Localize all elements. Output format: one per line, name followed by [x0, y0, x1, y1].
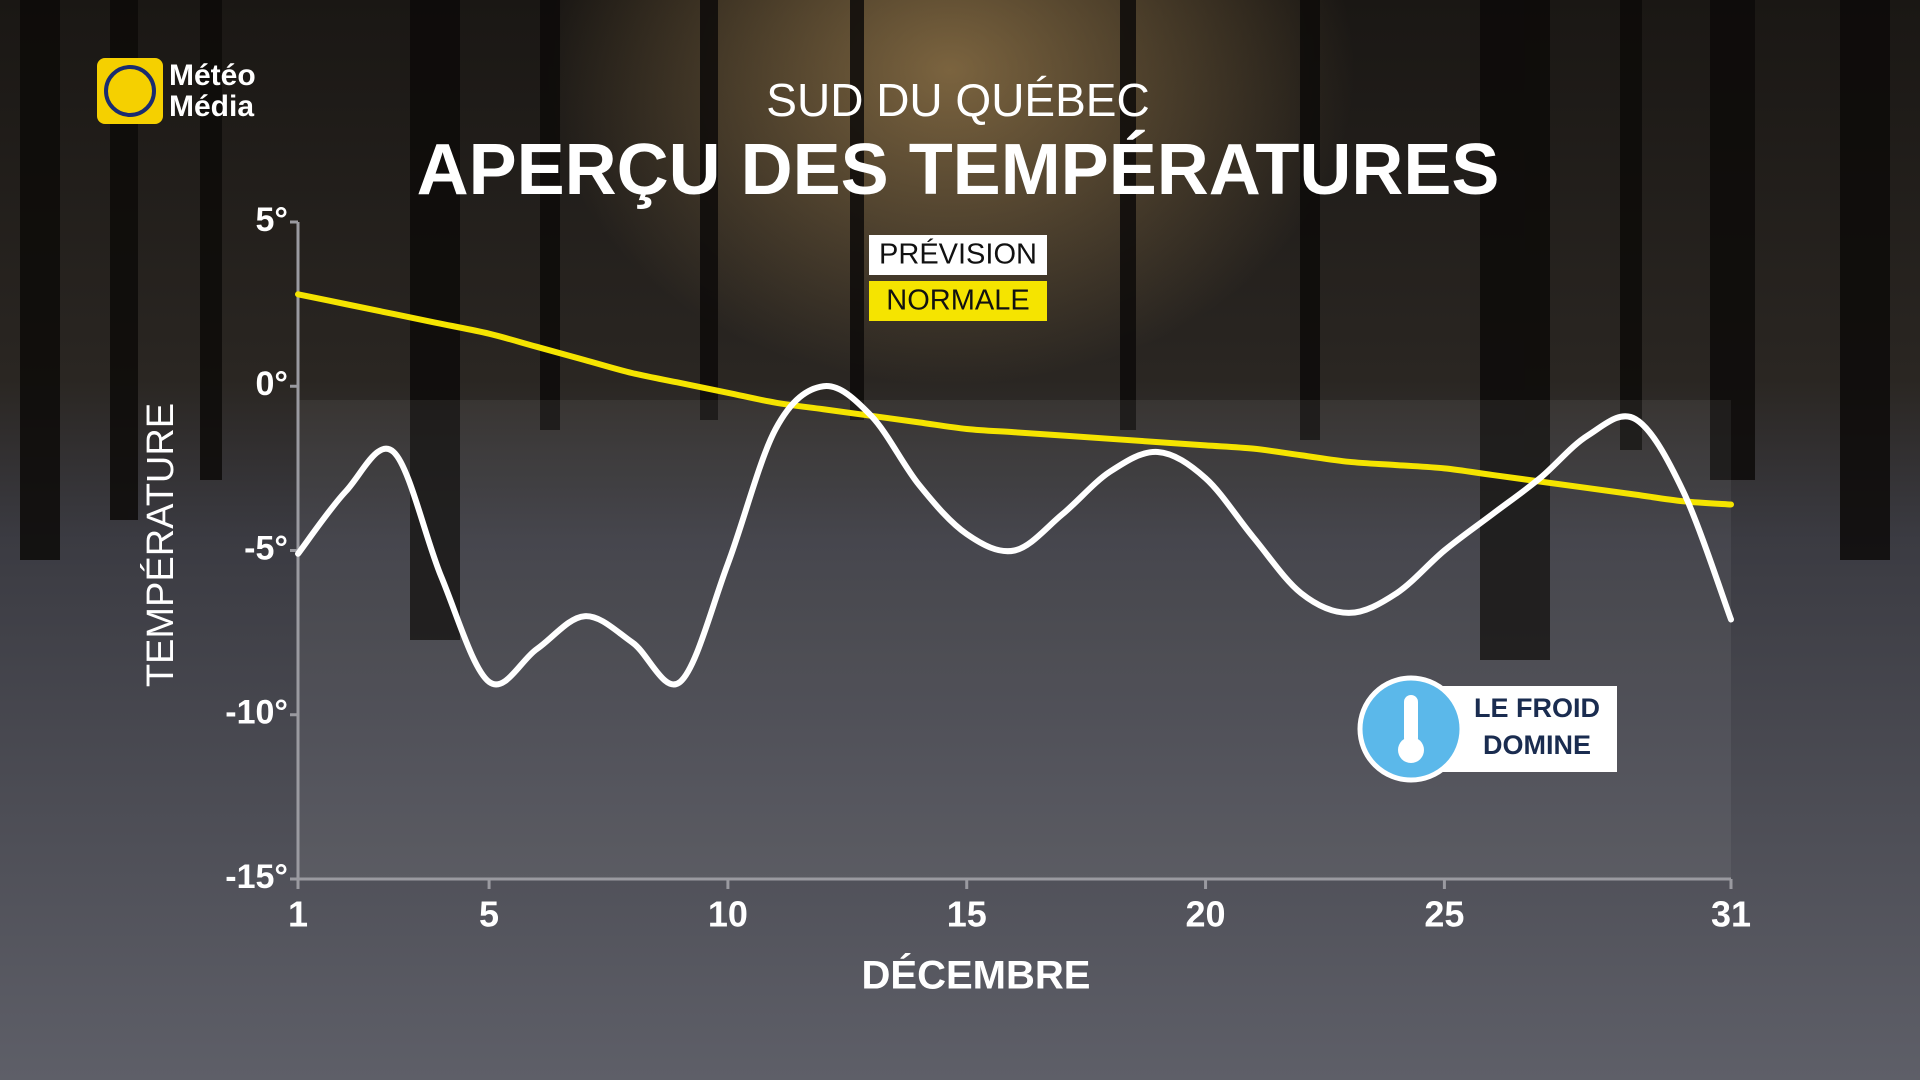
thermometer-bulb — [1398, 737, 1424, 763]
logo: Météo Média — [97, 58, 256, 124]
x-tick-label: 5 — [479, 894, 499, 935]
x-tick-label: 10 — [708, 894, 748, 935]
y-tick-label: -10° — [225, 694, 288, 732]
x-tick-label: 1 — [288, 894, 308, 935]
x-tick-label: 20 — [1186, 894, 1226, 935]
x-tick-label: 31 — [1711, 894, 1751, 935]
sunlight — [500, 0, 1400, 700]
annotation-box — [1439, 686, 1617, 772]
y-tick-label: 5° — [255, 201, 288, 239]
logo-globe — [104, 65, 156, 117]
legend-label: NORMALE — [886, 285, 1029, 317]
chart-title: APERÇU DES TEMPÉRATURES — [417, 130, 1500, 210]
annotation: LE FROID DOMINE — [1357, 675, 1617, 783]
legend-box — [869, 281, 1047, 321]
legend-label: PRÉVISION — [879, 238, 1037, 271]
annotation-text: LE FROID DOMINE — [1474, 693, 1600, 760]
legend-box — [869, 235, 1047, 275]
plot-area — [298, 400, 1731, 879]
brand: Météo Média — [169, 59, 256, 123]
x-axis-title: DÉCEMBRE — [862, 953, 1091, 998]
x-tick-label: 25 — [1424, 894, 1464, 935]
x-tick-label: 15 — [947, 894, 987, 935]
series-line — [295, 291, 1734, 508]
y-tick-label: -5° — [244, 529, 288, 567]
y-axis-title: TEMPÉRATURE — [139, 403, 182, 687]
series-line — [295, 383, 1734, 688]
y-tick-label: 0° — [255, 365, 288, 403]
thermometer-tube — [1404, 695, 1418, 745]
chart-subtitle: SUD DU QUÉBEC — [766, 74, 1149, 126]
y-tick-label: -15° — [225, 858, 288, 896]
